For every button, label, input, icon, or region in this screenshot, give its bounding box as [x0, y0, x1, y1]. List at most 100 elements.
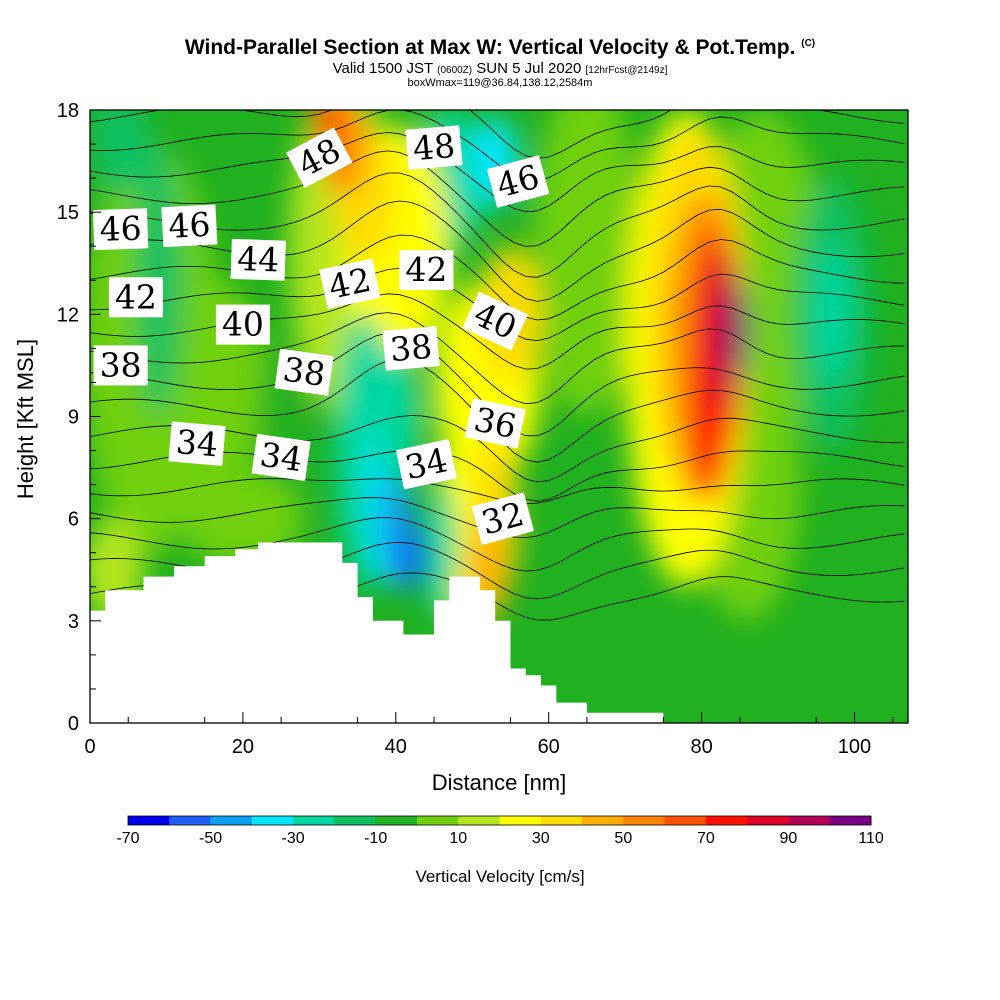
colorbar-tick-label: 90: [780, 830, 798, 847]
contour-label-text: 34: [174, 422, 219, 465]
contour-label-box: [399, 250, 454, 291]
y-tick-label: 12: [57, 304, 79, 326]
contour-label: 34: [395, 439, 457, 490]
contour-label-text: 42: [325, 260, 374, 307]
colorbar-swatch: [416, 816, 459, 825]
contour-label-text: 40: [222, 305, 264, 344]
colorbar-swatch: [375, 816, 418, 825]
colorbar: -70 -50 -30 -10 10 30 50 70 90 110: [116, 815, 884, 847]
chart-subtitle: Valid 1500 JST (0600Z) SUN 5 Jul 2020 [1…: [332, 60, 668, 77]
contour-label-text: 34: [258, 435, 305, 479]
contour-label-box: [168, 421, 226, 466]
colorbar-tick-label: 30: [532, 830, 550, 847]
contour-label-box: [471, 492, 535, 546]
colorbar-swatch: [664, 816, 707, 825]
colorbar-label: Vertical Velocity [cm/s]: [415, 867, 584, 886]
colorbar-swatch: [788, 816, 831, 825]
x-tick-label: 80: [690, 736, 712, 758]
colorbar-tick-label: 110: [858, 830, 884, 847]
colorbar-swatch: [128, 816, 170, 825]
y-tick-label: 3: [68, 611, 79, 633]
colorbar-swatch: [210, 816, 253, 825]
y-tick-label: 6: [68, 509, 79, 531]
chart-title: Wind-Parallel Section at Max W: Vertical…: [184, 36, 816, 59]
colorbar-tick-label: -30: [282, 830, 305, 847]
contour-label-text: 42: [405, 250, 447, 289]
velocity-blob: [812, 246, 851, 383]
contour-label-text: 36: [471, 399, 520, 446]
isentrope-line: [90, 110, 905, 159]
colorbar-frame: [127, 815, 872, 826]
x-axis-label: Distance [nm]: [432, 770, 567, 795]
colorbar-tick-label: 10: [449, 830, 467, 847]
contour-label: 34: [168, 421, 226, 466]
contour-label-box: [405, 125, 463, 170]
isentrope-line: [90, 312, 905, 405]
colorbar-swatch: [705, 816, 748, 825]
contour-label-box: [251, 433, 311, 481]
isentrope-line: [90, 172, 905, 278]
isentrope-line: [90, 110, 905, 182]
y-tick-label: 15: [57, 202, 79, 224]
contour-label: 38: [382, 326, 440, 371]
contour-label-box: [286, 127, 353, 189]
x-tick-label: 60: [538, 736, 560, 758]
isentrope-line: [90, 449, 905, 502]
colorbar-tick-label: 70: [697, 830, 715, 847]
x-tick-label: 40: [385, 736, 407, 758]
colorbar-swatch: [829, 816, 872, 825]
isentrope-line: [90, 234, 905, 321]
contour-label-box: [462, 291, 529, 351]
colorbar-tick-label: -50: [199, 830, 222, 847]
colorbar-swatch: [251, 816, 294, 825]
contour-label-box: [395, 439, 457, 490]
contour-label-box: [92, 208, 149, 251]
isentrope-line: [90, 517, 905, 572]
velocity-blob: [533, 110, 641, 417]
terrain-mask: [90, 542, 664, 723]
contour-label: 36: [464, 398, 526, 449]
contour-label: 42: [319, 258, 381, 309]
contour-label: 48: [405, 125, 463, 170]
colorbar-swatch: [458, 816, 500, 825]
colorbar-tick-label: -10: [364, 830, 387, 847]
colorbar-swatch: [747, 816, 789, 825]
isentrope-line: [90, 415, 905, 483]
x-tick-label: 0: [84, 736, 95, 758]
contour-label-text: 44: [237, 239, 280, 279]
contour-label-text: 38: [388, 327, 433, 370]
colorbar-swatch: [169, 816, 212, 825]
y-tick-label: 0: [68, 713, 79, 735]
contour-label: 46: [486, 155, 550, 208]
contour-label: 44: [230, 238, 286, 281]
contour-label-text: 34: [402, 440, 451, 487]
contour-label-box: [486, 155, 550, 208]
y-tick-label: 9: [68, 407, 79, 429]
y-axis-label: Height [Kft MSL]: [13, 339, 38, 499]
contour-label-text: 42: [115, 277, 157, 316]
contour-label: 38: [93, 345, 148, 386]
contour-label: 42: [108, 277, 163, 318]
contour-label-box: [230, 238, 286, 281]
colorbar-swatch: [499, 816, 542, 825]
contour-label-text: 38: [100, 345, 142, 384]
contour-label-box: [161, 204, 218, 248]
colorbar-tick-label: 50: [614, 830, 632, 847]
isentrope-line: [90, 478, 905, 505]
contour-label-box: [93, 345, 148, 386]
contour-label: 42: [399, 250, 454, 291]
isentrope-line: [90, 200, 905, 302]
contour-label-box: [382, 326, 440, 371]
contour-label-box: [108, 277, 163, 318]
colorbar-tick-label: -70: [116, 830, 139, 847]
x-tick-label: 100: [838, 736, 871, 758]
contour-label: 38: [274, 348, 334, 396]
colorbar-swatch: [293, 816, 335, 825]
contour-label-box: [464, 398, 526, 449]
contour-label: 46: [161, 204, 218, 248]
chart-subtitle-box: boxWmax=119@36.84,138.12,2584m: [407, 77, 593, 89]
colorbar-swatch: [540, 816, 583, 825]
